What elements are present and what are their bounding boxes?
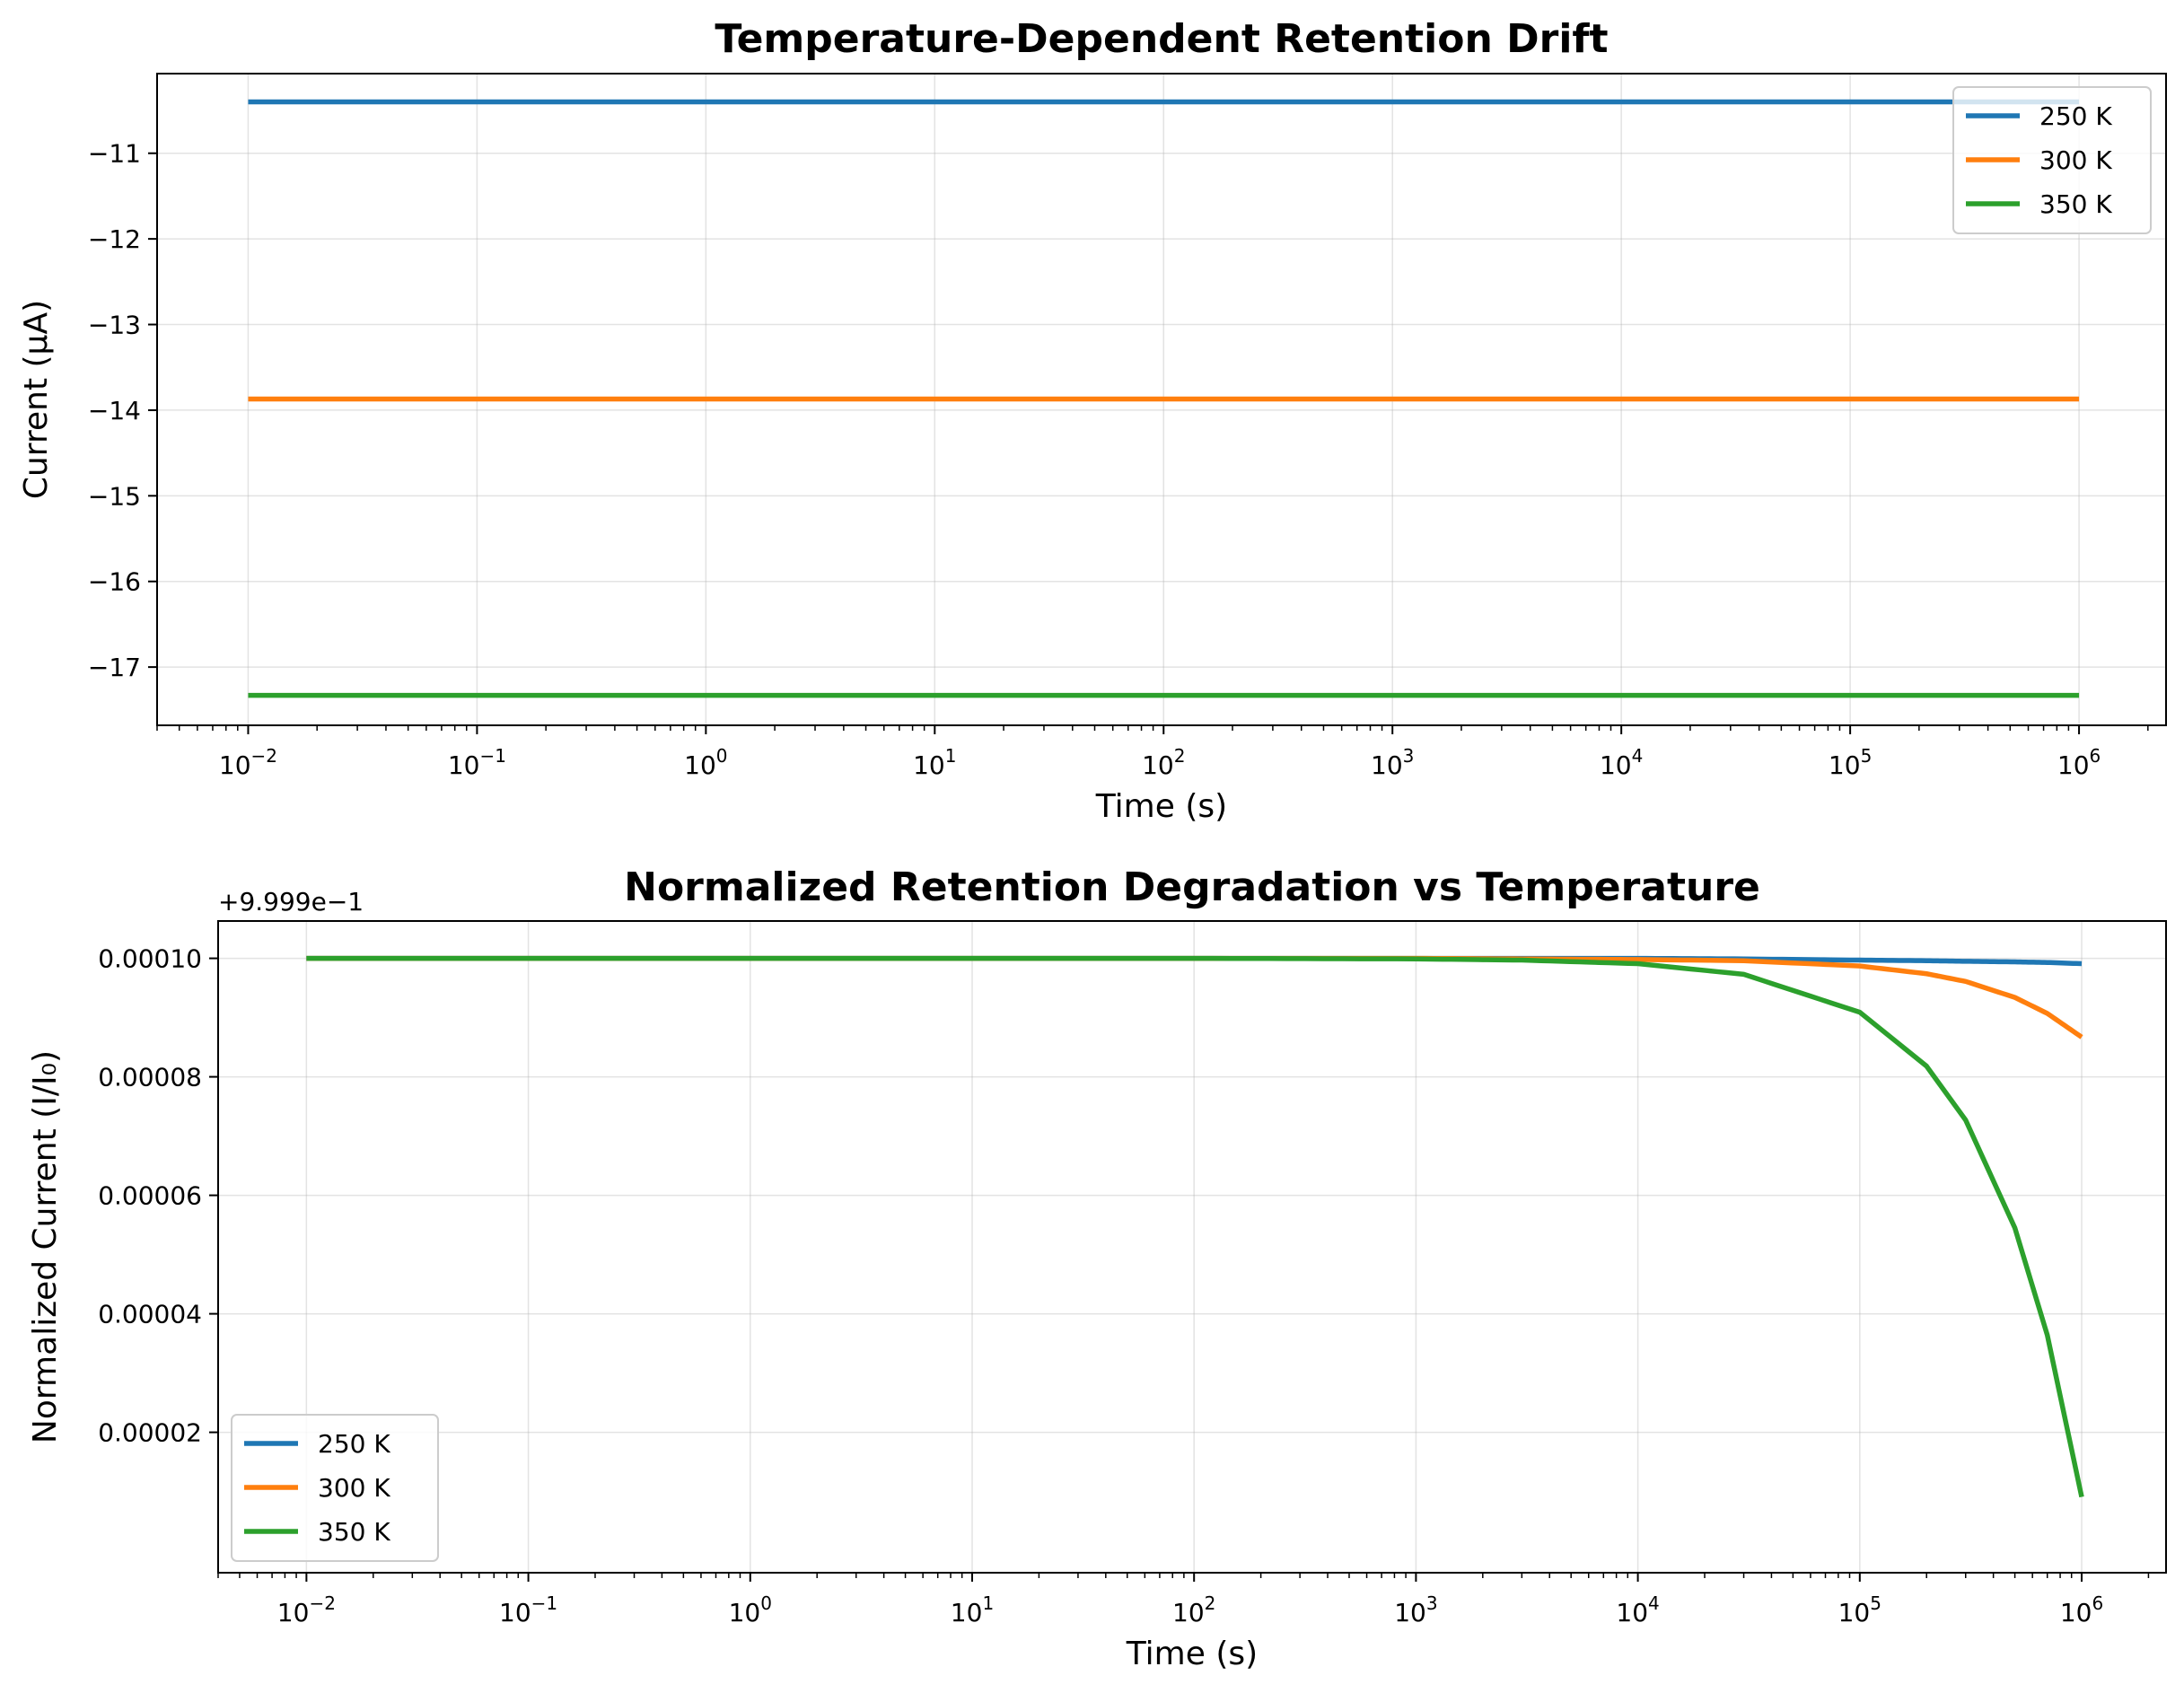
x-tick-label: 105 [1829, 745, 1872, 780]
series-group [306, 955, 2084, 1498]
y-offset-label: +9.999e−1 [218, 887, 364, 917]
chart-retention-drift: 10−2 10−1 100 101 102 103 104 105 106−11−12−13−1… [18, 16, 2167, 825]
x-axis: 10−2 10−1 100 101 102 103 104 105 106 [217, 1573, 2150, 1627]
legend-label: 350 K [318, 1517, 390, 1547]
chart-title: Temperature-Dependent Retention Drift [715, 16, 1608, 62]
y-tick-label: 0.00002 [98, 1418, 202, 1448]
y-tick-label: −12 [88, 224, 141, 254]
legend-label: 250 K [318, 1429, 390, 1459]
x-tick-label: 105 [1838, 1592, 1881, 1627]
x-axis: 10−2 10−1 100 101 102 103 104 105 106 [156, 725, 2149, 780]
plot-frame [156, 73, 2167, 726]
y-tick-label: −16 [88, 567, 141, 597]
legend-box [1952, 86, 2152, 234]
x-axis-label: Time (s) [1126, 1636, 1258, 1672]
y-tick-label: −15 [88, 481, 141, 511]
y-tick-label: 0.00008 [98, 1063, 202, 1092]
y-axis: 0.00010 0.00008 0.00006 0.00004 0.00002 [98, 944, 218, 1448]
legend-label: 350 K [2039, 189, 2112, 219]
x-axis-label: Time (s) [1095, 788, 1227, 825]
x-tick-label: 10−2 [277, 1592, 336, 1627]
chart-title: Normalized Retention Degradation vs Temp… [624, 864, 1760, 910]
x-tick-label: 103 [1394, 1592, 1437, 1627]
y-axis-label: Normalized Current (I/I₀) [27, 1050, 64, 1443]
x-tick-label: 10−2 [219, 745, 277, 780]
x-tick-label: 101 [913, 745, 956, 780]
grid [157, 74, 2166, 725]
x-tick-label: 103 [1371, 745, 1414, 780]
series-line-350-k [306, 955, 2084, 1498]
x-tick-label: 104 [1600, 745, 1643, 780]
legend-label: 300 K [2039, 145, 2112, 175]
series-group [248, 99, 2080, 698]
chart-normalized-degradation: 10−2 10−1 100 101 102 103 104 105 1060.000100.00… [27, 864, 2167, 1672]
grid [218, 921, 2166, 1573]
legend-box [231, 1414, 439, 1562]
x-tick-label: 104 [1616, 1592, 1659, 1627]
x-tick-label: 102 [1172, 1592, 1215, 1627]
legend-label: 250 K [2039, 101, 2112, 131]
x-tick-label: 101 [951, 1592, 994, 1627]
legend: 250 K 300 K 350 K [231, 1414, 439, 1562]
y-tick-label: −14 [88, 396, 141, 425]
y-tick-label: −17 [88, 653, 141, 682]
y-tick-label: 0.00010 [98, 944, 202, 974]
y-axis-label: Current (µA) [18, 300, 55, 499]
x-tick-label: 106 [2057, 745, 2101, 780]
x-tick-label: 106 [2060, 1592, 2103, 1627]
x-tick-label: 100 [729, 1592, 772, 1627]
x-tick-label: 102 [1142, 745, 1185, 780]
x-tick-label: 10−1 [448, 745, 506, 780]
y-tick-label: 0.00004 [98, 1300, 202, 1329]
legend: 250 K 300 K 350 K [1952, 86, 2152, 234]
y-tick-label: 0.00006 [98, 1181, 202, 1211]
plot-frame [217, 920, 2167, 1574]
y-tick-label: −11 [88, 139, 141, 169]
y-axis: −11 −12 −13 −14 −15 −16 −17 [88, 139, 157, 682]
x-tick-label: 100 [684, 745, 727, 780]
x-tick-label: 10−1 [499, 1592, 557, 1627]
y-tick-label: −13 [88, 311, 141, 340]
legend-label: 300 K [318, 1473, 390, 1503]
